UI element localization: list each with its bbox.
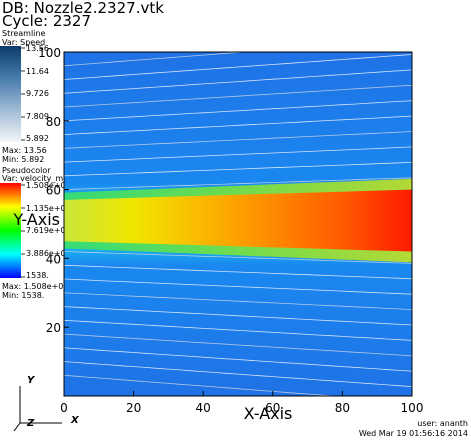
pseudocolor-colorbar bbox=[0, 183, 21, 278]
streamlines bbox=[64, 52, 412, 396]
streamline-legend-min: Min: 5.892 bbox=[2, 155, 45, 164]
streamline-legend-max: Max: 13.56 bbox=[2, 146, 47, 155]
streamline-tick-1: 11.64 bbox=[26, 67, 49, 76]
streamline-curve bbox=[64, 54, 412, 80]
streamline-curve bbox=[64, 251, 412, 264]
streamline-curve bbox=[64, 115, 412, 135]
triad-z-label: Z bbox=[26, 418, 35, 429]
streamline-curve bbox=[64, 375, 339, 396]
pseudocolor-legend-title: Pseudocolor bbox=[2, 166, 51, 175]
streamline-curve bbox=[64, 84, 412, 108]
axis-triad: Y X Z bbox=[13, 375, 80, 432]
x-axis-title: X-Axis bbox=[244, 404, 293, 423]
streamline-curve bbox=[64, 278, 412, 295]
x-tick-label: 0 bbox=[60, 401, 68, 415]
streamline-tick-3: 7.809 bbox=[26, 112, 49, 121]
streamline-curve bbox=[64, 264, 412, 280]
streamline-colorbar-ticks bbox=[21, 47, 25, 141]
streamline-legend-var: Var: Speed bbox=[2, 38, 46, 47]
streamline-curve bbox=[64, 177, 412, 190]
date-label: Wed Mar 19 01:56:16 2014 bbox=[358, 429, 468, 438]
streamline-curve bbox=[64, 319, 412, 341]
streamline-curve bbox=[64, 100, 412, 122]
streamline-curve bbox=[64, 347, 412, 372]
streamline-curve bbox=[64, 69, 412, 94]
y-tick-label: 80 bbox=[46, 115, 61, 129]
streamline-colorbar bbox=[0, 46, 21, 142]
streamline-tick-0: 13.56 bbox=[26, 44, 49, 53]
jet-core-region bbox=[64, 189, 412, 252]
y-axis-ticks: 20 40 60 80 100 bbox=[38, 46, 69, 335]
triad-y-label: Y bbox=[27, 375, 36, 386]
x-axis-ticks: 0 20 40 60 80 100 bbox=[60, 391, 423, 415]
y-tick-label: 60 bbox=[46, 184, 61, 198]
streamline-curve bbox=[64, 52, 70, 53]
pseudocolor-tick-3: 3.886e+04 bbox=[26, 249, 71, 258]
x-tick-label: 80 bbox=[335, 401, 350, 415]
streamline-curve bbox=[64, 333, 412, 357]
y-tick-label: 40 bbox=[46, 252, 61, 266]
x-tick-label: 60 bbox=[265, 401, 280, 415]
pseudocolor-colorbar-ticks bbox=[21, 184, 25, 278]
y-axis-title: Y-Axis bbox=[13, 210, 61, 229]
streamline-curve bbox=[64, 146, 412, 163]
streamline-curve bbox=[64, 131, 412, 149]
cycle-title: Cycle: 2327 bbox=[2, 12, 91, 30]
pseudocolor-tick-0: 1.508e+05 bbox=[26, 181, 71, 190]
x-tick-label: 20 bbox=[126, 401, 141, 415]
x-tick-label: 40 bbox=[196, 401, 211, 415]
pseudocolor-legend-min: Min: 1538. bbox=[2, 291, 45, 300]
streamline-curve bbox=[64, 306, 412, 326]
pseudocolor-legend-max: Max: 1.508e+05 bbox=[2, 282, 69, 291]
database-title: DB: Nozzle2.2327.vtk bbox=[2, 0, 164, 17]
streamline-legend-title: Streamline bbox=[2, 29, 46, 38]
streamline-tick-2: 9.726 bbox=[26, 89, 49, 98]
plot-frame bbox=[63, 51, 413, 397]
streamline-curve bbox=[64, 361, 412, 387]
pseudocolor-tick-1: 1.135e+05 bbox=[26, 204, 71, 213]
y-tick-label: 20 bbox=[46, 321, 61, 335]
pseudocolor-tick-2: 7.619e+04 bbox=[26, 226, 71, 235]
x-tick-label: 100 bbox=[401, 401, 424, 415]
triad-x-label: X bbox=[70, 415, 80, 426]
user-label: user: ananth bbox=[417, 419, 468, 428]
streamline-curve bbox=[64, 292, 412, 310]
streamline-curve bbox=[64, 162, 412, 177]
streamline-tick-4: 5.892 bbox=[26, 134, 49, 143]
pseudocolor-tick-4: 1538. bbox=[26, 271, 49, 280]
pseudocolor-legend-var: Var: velocity_magnitude bbox=[2, 174, 99, 183]
y-tick-label: 100 bbox=[38, 46, 61, 60]
